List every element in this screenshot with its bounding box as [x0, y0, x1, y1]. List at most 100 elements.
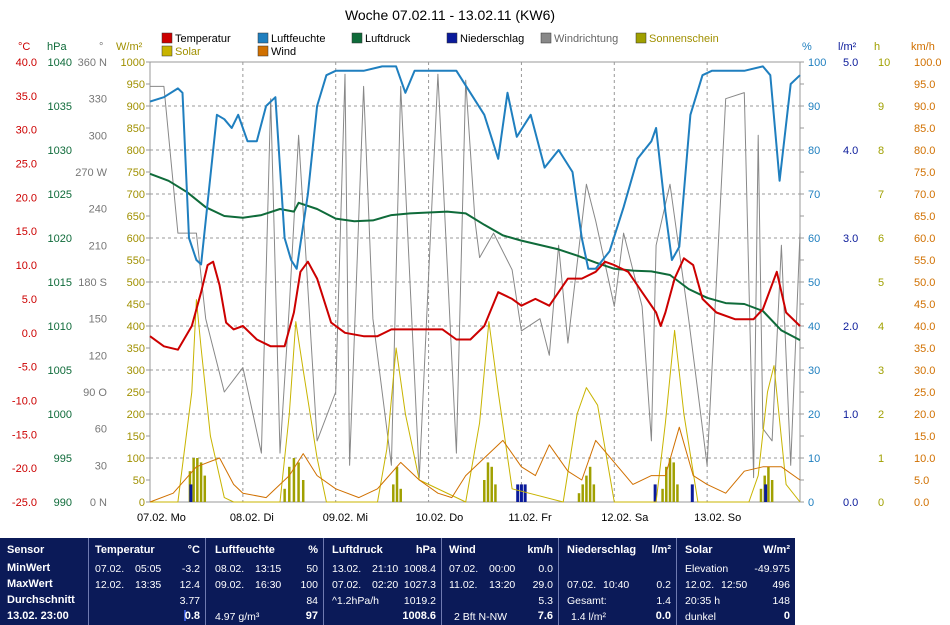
- pressure-axis-tick: 1010: [48, 321, 72, 333]
- winddir-axis-tick: 0 N: [90, 497, 107, 509]
- solar-max-value: 496: [772, 579, 790, 591]
- solar-unit: W/m²: [763, 544, 790, 556]
- sunshine-axis-tick: 1: [878, 453, 884, 465]
- solar-max-date: 12.02.: [685, 579, 715, 591]
- humidity-axis-tick: 50: [808, 277, 820, 289]
- bar-sunshine: [581, 484, 584, 502]
- pressure-axis-tick: 1020: [48, 233, 72, 245]
- bar-sunshine: [770, 480, 774, 502]
- solar-axis-tick: 300: [127, 365, 145, 377]
- rain-current-value: 0.0: [655, 610, 671, 622]
- solar-axis-tick: 750: [127, 167, 145, 179]
- bar-sunshine: [203, 475, 207, 502]
- pressure-header: Luftdruck: [332, 544, 383, 556]
- bar-sunshine: [192, 458, 195, 502]
- sunshine-axis-tick: 5: [878, 277, 884, 289]
- bar-sunshine: [288, 466, 291, 502]
- bar-sunshine: [301, 480, 305, 502]
- temp-min-value: -3.2: [181, 563, 200, 575]
- temperature-column: Temperatur °C 07.02. 05:05 -3.2 12.02. 1…: [88, 538, 206, 625]
- temp-axis-tick: -5.0: [18, 362, 37, 374]
- winddir-axis-tick: 270 W: [75, 167, 107, 179]
- temp-axis-tick: -15.0: [12, 429, 37, 441]
- temp-trend-marker: [184, 610, 186, 621]
- pressure-axis-tick: 1005: [48, 365, 72, 377]
- series-line-wind: [149, 426, 801, 503]
- rain-max-date: 07.02.: [567, 579, 597, 591]
- temp-avg-value: 3.77: [179, 595, 200, 607]
- wind-unit: km/h: [527, 544, 553, 556]
- humidity-axis-tick: 0: [808, 497, 814, 509]
- windspeed-axis-tick: 50.0: [914, 277, 935, 289]
- temp-axis-tick: 35.0: [16, 91, 37, 103]
- solar-axis-tick: 850: [127, 123, 145, 135]
- temp-axis-tick: -10.0: [12, 395, 37, 407]
- bar-sunshine: [297, 462, 300, 502]
- pressure-axis-tick: 1015: [48, 277, 72, 289]
- hum-max-date: 09.02.: [215, 579, 245, 591]
- solar-unit-label: W/m²: [116, 41, 143, 53]
- rain-unit: l/m²: [651, 544, 671, 556]
- weather-chart: Woche 07.02.11 - 13.02.11 (KW6) Temperat…: [12, 7, 942, 524]
- axes: 40.035.030.025.020.015.010.05.00.0-5.0-1…: [12, 57, 942, 524]
- windspeed-axis-tick: 20.0: [914, 409, 935, 421]
- humidity-unit-label: %: [802, 41, 812, 53]
- solar-axis-tick: 1000: [121, 57, 145, 69]
- legend-label-precip: Niederschlag: [460, 33, 524, 45]
- bar-sunshine: [588, 466, 592, 502]
- pressure-column: Luftdruck hPa 13.02. 21:10 1008.4 07.02.…: [323, 538, 442, 625]
- day-label: 11.02. Fr: [508, 512, 552, 524]
- windspeed-axis-tick: 55.0: [914, 255, 935, 267]
- rain-unit-label: l/m²: [838, 41, 857, 53]
- min-label: MinWert: [7, 562, 51, 574]
- solar-axis-tick: 0: [139, 497, 145, 509]
- hum-absolute: 4.97 g/m³: [215, 611, 260, 623]
- hum-min-date: 08.02.: [215, 563, 245, 575]
- legend-swatch-humidity: [257, 32, 269, 44]
- hum-current-value: 97: [305, 610, 318, 622]
- legend: Temperatur Luftfeuchte Luftdruck Niederschl…: [161, 32, 719, 58]
- rain-column: Niederschlag l/m² 07.02. 10:40 0.2 Gesam…: [558, 538, 677, 625]
- solar-elevation-label: Elevation: [685, 563, 729, 575]
- winddir-axis-tick: 60: [95, 424, 107, 436]
- bar-sunshine: [767, 466, 770, 502]
- legend-swatch-pressure: [351, 32, 363, 44]
- windspeed-axis-tick: 15.0: [914, 431, 935, 443]
- hum-min-value: 50: [306, 563, 318, 575]
- statistics-panel: Sensor MinWert MaxWert Durchschnitt 13.0…: [0, 538, 795, 625]
- windspeed-axis-tick: 70.0: [914, 189, 935, 201]
- pressure-axis-tick: 990: [54, 497, 72, 509]
- windspeed-axis-tick: 60.0: [914, 233, 935, 245]
- legend-label-temperature: Temperatur: [175, 33, 231, 45]
- temperature-unit: °C: [187, 544, 200, 556]
- windspeed-unit-label: km/h: [911, 41, 935, 53]
- sunshine-axis-tick: 10: [878, 57, 890, 69]
- press-min-time: 21:10: [372, 563, 399, 575]
- solar-axis-tick: 950: [127, 79, 145, 91]
- sunshine-unit-label: h: [874, 41, 880, 53]
- temp-axis-tick: 0.0: [22, 328, 37, 340]
- wind-column: Wind km/h 07.02. 00:00 0.0 11.02. 13:20 …: [441, 538, 559, 625]
- windspeed-axis-tick: 75.0: [914, 167, 935, 179]
- temp-max-value: 12.4: [179, 579, 200, 591]
- day-label: 10.02. Do: [416, 512, 464, 524]
- bar-sunshine: [585, 475, 588, 502]
- windspeed-axis-tick: 100.0: [914, 57, 942, 69]
- rain-axis-tick: 4.0: [843, 145, 858, 157]
- winddir-axis-tick: 360 N: [78, 57, 107, 69]
- sunshine-axis-tick: 6: [878, 233, 884, 245]
- press-min-date: 13.02.: [332, 563, 362, 575]
- pressure-unit: hPa: [415, 544, 436, 556]
- windspeed-axis-tick: 45.0: [914, 299, 935, 311]
- legend-label-solar: Solar: [175, 46, 201, 58]
- temp-axis-tick: 30.0: [16, 125, 37, 137]
- windspeed-axis-tick: 80.0: [914, 145, 935, 157]
- humidity-axis-tick: 90: [808, 101, 820, 113]
- humidity-axis-tick: 60: [808, 233, 820, 245]
- legend-label-winddir: Windrichtung: [554, 33, 618, 45]
- temp-max-time: 13:35: [135, 579, 162, 591]
- rain-header: Niederschlag: [567, 544, 637, 556]
- windspeed-axis-tick: 0.0: [914, 497, 929, 509]
- hum-avg-value: 84: [306, 595, 318, 607]
- wind-current-value: 7.6: [537, 610, 553, 622]
